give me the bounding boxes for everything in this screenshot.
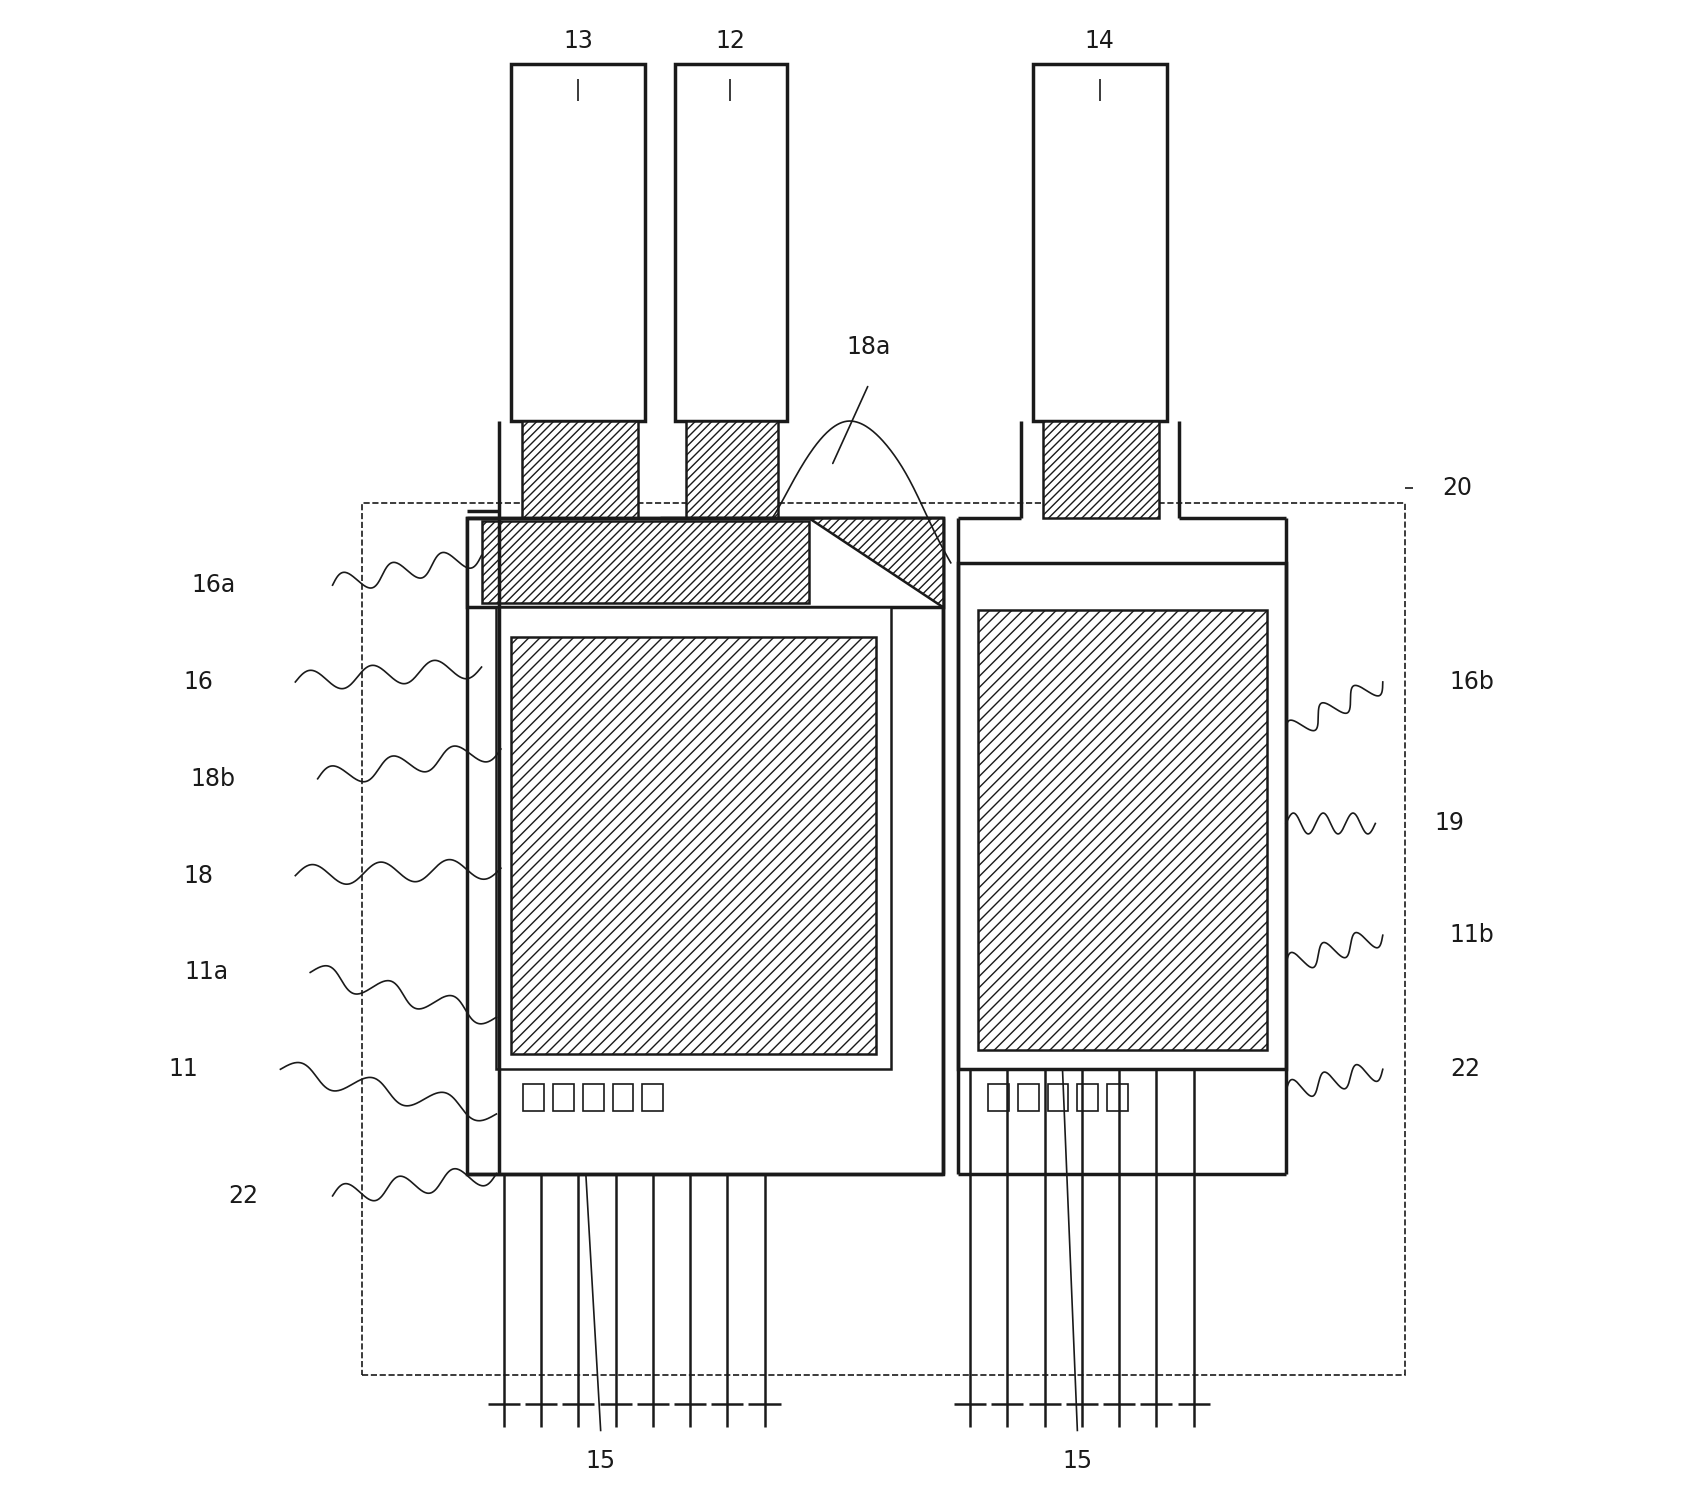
Bar [676,64,787,421]
Bar [1107,1085,1128,1112]
Bar [582,1085,604,1112]
Bar [1077,1085,1099,1112]
Bar [467,518,943,1173]
Text: 12: 12 [716,30,745,54]
Text: 11a: 11a [185,960,229,984]
Text: 22: 22 [1449,1058,1480,1082]
Text: 13: 13 [564,30,593,54]
Text: 18b: 18b [191,767,235,791]
Bar [1017,1085,1040,1112]
Bar [989,1085,1009,1112]
Text: 18a: 18a [846,334,891,360]
Bar [554,1085,574,1112]
Text: 19: 19 [1436,812,1464,836]
Text: 20: 20 [1442,476,1473,500]
Bar [481,521,809,604]
Bar [613,1085,633,1112]
Bar [686,421,779,518]
Bar [1048,1085,1068,1112]
Bar [977,611,1266,1050]
Text: 11: 11 [169,1058,198,1082]
Text: 15: 15 [586,1449,616,1473]
Text: 16b: 16b [1449,670,1495,694]
Bar [467,518,943,608]
Text: 11b: 11b [1449,923,1495,947]
Bar [511,637,877,1055]
Text: 16: 16 [183,670,213,694]
Text: 22: 22 [229,1183,257,1207]
Bar [521,421,638,518]
Text: 18: 18 [183,864,213,888]
Bar [511,64,645,421]
Polygon shape [809,518,943,608]
Bar [496,608,891,1070]
Bar [1043,421,1160,518]
Bar [1033,64,1166,421]
Text: 15: 15 [1062,1449,1092,1473]
Bar [523,1085,543,1112]
Text: 14: 14 [1085,30,1114,54]
Bar [958,563,1287,1070]
Bar [642,1085,664,1112]
Text: 16a: 16a [191,574,235,598]
Bar [362,503,1405,1375]
